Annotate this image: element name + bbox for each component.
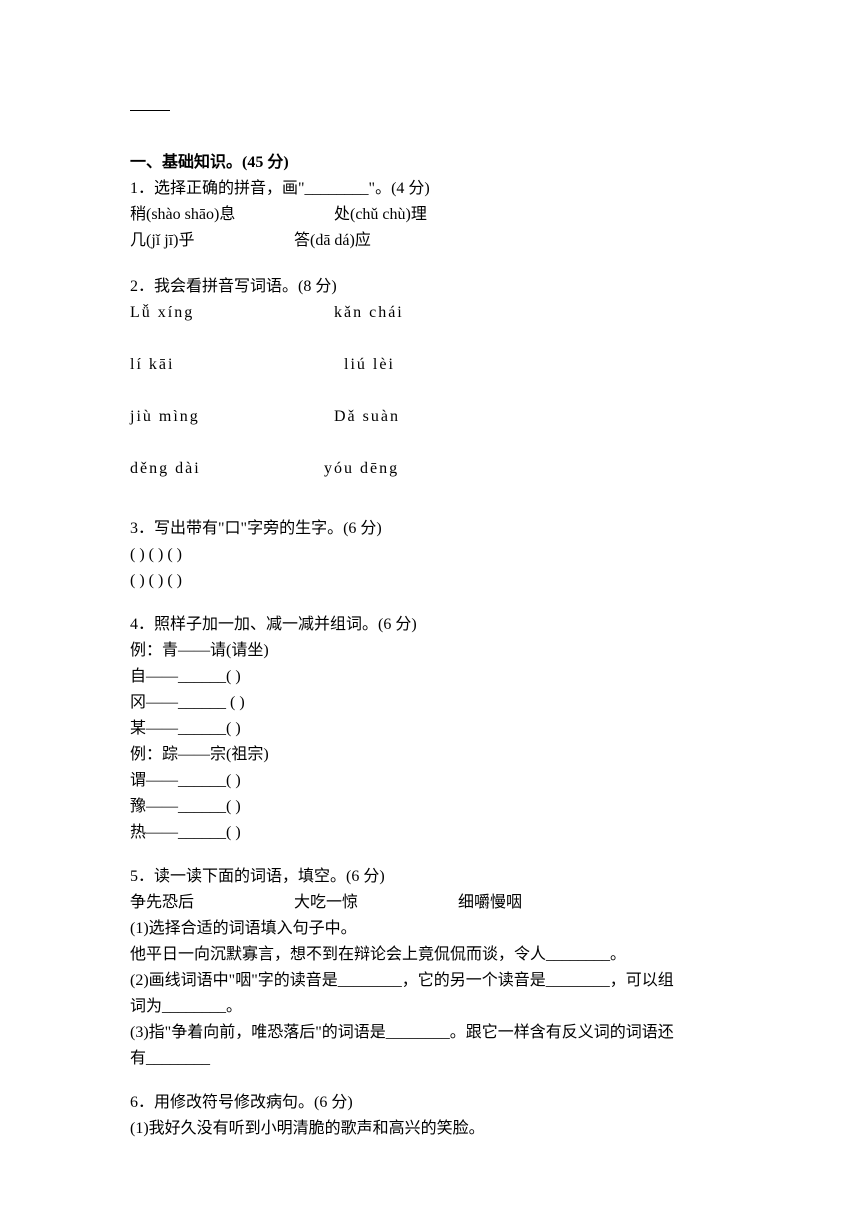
q2-pinyin-1: Lǚ xíng bbox=[130, 301, 330, 325]
q4-prompt: 4．照样子加一加、减一减并组词。(6 分) bbox=[130, 613, 730, 637]
q5-word-3: 细嚼慢咽 bbox=[458, 894, 522, 911]
q4-line-6: 热——______( ) bbox=[130, 821, 730, 845]
q1-item-2: 处(chǔ chù)理 bbox=[334, 203, 427, 227]
page-top-rule bbox=[130, 110, 170, 111]
q1-prompt: 1．选择正确的拼音，画"________"。(4 分) bbox=[130, 177, 730, 201]
question-2: 2．我会看拼音写词语。(8 分) Lǚ xíng kǎn chái lí kāi… bbox=[130, 275, 730, 481]
section-title: 一、基础知识。(45 分) bbox=[130, 151, 730, 175]
q2-pinyin-2: kǎn chái bbox=[334, 301, 404, 325]
question-6: 6．用修改符号修改病句。(6 分) (1)我好久没有听到小明清脆的歌声和高兴的笑… bbox=[130, 1091, 730, 1141]
q6-sub1: (1)我好久没有听到小明清脆的歌声和高兴的笑脸。 bbox=[130, 1117, 730, 1141]
q5-prompt: 5．读一读下面的词语，填空。(6 分) bbox=[130, 865, 730, 889]
q2-pinyin-4: liú lèi bbox=[344, 353, 395, 377]
q4-example-1: 例：青——请(请坐) bbox=[130, 639, 730, 663]
q5-sub3-line1: (3)指"争着向前，唯恐落后"的词语是________。跟它一样含有反义词的词语… bbox=[130, 1021, 730, 1045]
q5-word-1: 争先恐后 bbox=[130, 891, 290, 915]
q6-prompt: 6．用修改符号修改病句。(6 分) bbox=[130, 1091, 730, 1115]
q4-line-2: 冈——______ ( ) bbox=[130, 691, 730, 715]
q5-word-2: 大吃一惊 bbox=[294, 891, 454, 915]
q4-line-1: 自——______( ) bbox=[130, 665, 730, 689]
q5-sub2-line1: (2)画线词语中"咽"字的读音是________，它的另一个读音是_______… bbox=[130, 969, 730, 993]
q5-sub1-text: 他平日一向沉默寡言，想不到在辩论会上竟侃侃而谈，令人________。 bbox=[130, 943, 730, 967]
question-1: 1．选择正确的拼音，画"________"。(4 分) 稍(shào shāo)… bbox=[130, 177, 730, 253]
q2-pinyin-8: yóu dēng bbox=[324, 457, 399, 481]
q3-row-2: ( ) ( ) ( ) bbox=[130, 569, 730, 593]
q2-pinyin-6: Dǎ suàn bbox=[334, 405, 400, 429]
q2-pinyin-3: lí kāi bbox=[130, 353, 340, 377]
q2-pinyin-5: jiù mìng bbox=[130, 405, 330, 429]
q1-item-4: 答(dā dá)应 bbox=[294, 229, 371, 253]
q2-pinyin-7: děng dài bbox=[130, 457, 320, 481]
q4-line-5: 豫——______( ) bbox=[130, 795, 730, 819]
q5-sub3-line2: 有________ bbox=[130, 1047, 730, 1071]
question-5: 5．读一读下面的词语，填空。(6 分) 争先恐后 大吃一惊 细嚼慢咽 (1)选择… bbox=[130, 865, 730, 1071]
q4-line-4: 谓——______( ) bbox=[130, 769, 730, 793]
q4-example-2: 例：踪——宗(祖宗) bbox=[130, 743, 730, 767]
q1-item-3: 几(jǐ jī)乎 bbox=[130, 229, 290, 253]
q1-item-1: 稍(shào shāo)息 bbox=[130, 203, 330, 227]
question-4: 4．照样子加一加、减一减并组词。(6 分) 例：青——请(请坐) 自——____… bbox=[130, 613, 730, 845]
q5-sub1-label: (1)选择合适的词语填入句子中。 bbox=[130, 917, 730, 941]
q2-prompt: 2．我会看拼音写词语。(8 分) bbox=[130, 275, 730, 299]
q3-row-1: ( ) ( ) ( ) bbox=[130, 543, 730, 567]
q3-prompt: 3．写出带有"口"字旁的生字。(6 分) bbox=[130, 517, 730, 541]
q5-sub2-line2: 词为________。 bbox=[130, 995, 730, 1019]
question-3: 3．写出带有"口"字旁的生字。(6 分) ( ) ( ) ( ) ( ) ( )… bbox=[130, 517, 730, 593]
q4-line-3: 某——______( ) bbox=[130, 717, 730, 741]
